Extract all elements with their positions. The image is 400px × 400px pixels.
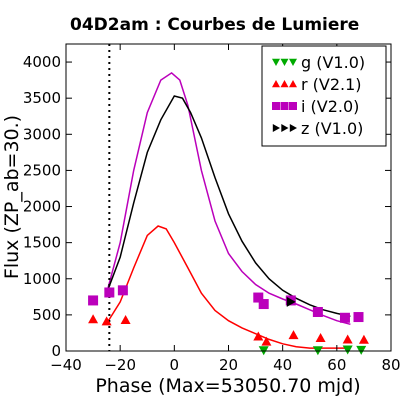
x-tick-label: 60	[327, 356, 346, 374]
legend-marker-r	[280, 80, 289, 88]
legend-marker-r	[272, 80, 280, 88]
series-g-point	[342, 345, 353, 355]
legend-marker-i	[280, 102, 289, 110]
legend-marker-g	[289, 58, 297, 66]
x-tick-label: 80	[381, 356, 400, 374]
y-tick-label: 4000	[23, 53, 61, 71]
series-r-point	[342, 334, 353, 344]
legend-label-i: i (V2.0)	[301, 97, 359, 116]
legend-marker-z	[281, 124, 289, 132]
series-r-point	[101, 316, 112, 326]
series-i-point	[353, 312, 364, 323]
legend-marker-i	[272, 102, 280, 110]
x-tick-label: −20	[104, 356, 136, 374]
series-z-point	[286, 296, 296, 307]
legend-marker-r	[289, 80, 297, 88]
plot-area	[65, 43, 392, 356]
legend-label-z: z (V1.0)	[301, 119, 363, 138]
series-i-point	[258, 299, 269, 310]
x-tick-label: 40	[273, 356, 292, 374]
legend-marker-g	[280, 58, 289, 66]
x-tick-label: −40	[50, 356, 82, 374]
y-tick-label: 0	[51, 342, 61, 360]
chart-title: 04D2am : Courbes de Lumiere	[70, 15, 359, 35]
y-tick-label: 1000	[23, 270, 61, 288]
series-g-point	[356, 345, 367, 355]
x-axis: −40 −20 0 20 40 60 80	[50, 44, 400, 374]
legend-marker-z	[289, 124, 297, 132]
series-r-point	[315, 332, 326, 342]
series-r-point	[120, 314, 131, 324]
legend-marker-g	[272, 58, 280, 66]
series-r-point	[261, 336, 272, 346]
series-r-point	[253, 331, 264, 341]
legend-label-g: g (V1.0)	[301, 53, 365, 72]
y-tick-label: 500	[32, 306, 61, 324]
legend-marker-z	[272, 124, 280, 132]
y-axis: 0 500 1000 1500 2000 2500 3000 3500 4000	[23, 53, 391, 360]
y-tick-label: 1500	[23, 234, 61, 252]
series-r-curve	[105, 225, 351, 349]
series-i-point	[312, 306, 323, 317]
legend-marker-i	[289, 102, 297, 110]
y-tick-label: 2000	[23, 198, 61, 216]
series-i-point	[253, 292, 264, 303]
legend-label-r: r (V2.1)	[301, 75, 362, 94]
series-r-point	[88, 314, 99, 324]
series-i-point	[117, 285, 128, 296]
legend: g (V1.0) r (V2.1) i (V2.0) z (V1.0)	[261, 45, 387, 147]
y-axis-label: Flux (ZP_ab=30.)	[1, 115, 23, 279]
x-tick-label: 0	[170, 356, 180, 374]
series-i-point	[88, 295, 99, 306]
y-tick-label: 3500	[23, 89, 61, 107]
series-z-curve	[105, 95, 351, 318]
y-tick-label: 2500	[23, 161, 61, 179]
x-tick-label: 20	[219, 356, 238, 374]
series-r-point	[358, 334, 369, 344]
y-tick-label: 3000	[23, 125, 61, 143]
x-axis-label: Phase (Max=53050.70 mjd)	[95, 375, 360, 397]
series-r-point	[288, 330, 299, 340]
series-i-point	[339, 312, 350, 323]
series-i-point	[104, 287, 115, 298]
series-i-curve	[105, 71, 351, 326]
